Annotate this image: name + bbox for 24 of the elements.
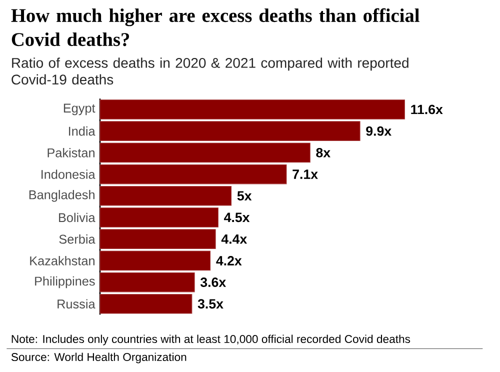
y-tick-label: Philippines [35,276,95,288]
text: Note: Includes only countries with at least 10,000 official recorded Covid deaths [12,334,410,346]
data-label: 3.5x [198,299,224,309]
chart-subtitle: Ratio of excess deaths in 2020 & 2021 compared with reported Covid-19 deaths [12,58,408,85]
data-label: 4.4x [221,234,248,244]
y-tick-label: Indonesia [42,170,96,179]
data-label: 4.5x [224,212,250,222]
source-note: Source: World Health Organization [11,352,186,364]
data-label: 5x [237,191,252,201]
y-tick-label: Bolivia [59,212,96,222]
y-tick-label: Russia [58,299,96,309]
data-label: 9.9x [366,126,392,136]
data-label: 3.6x [200,278,226,287]
data-label: 4.2x [216,256,242,266]
data-label: 8x [316,148,330,158]
data-label: 11.6x [411,104,443,114]
chart-title: How much higher are excess deaths than official Covid deaths? [11,8,420,46]
y-tick-label: Pakistan [48,148,94,158]
y-tick-label: Bangladesh [29,190,94,202]
y-tick-label: Serbia [59,234,96,244]
data-label: 7.1x [292,170,318,179]
y-tick-label: Kazakhstan [30,256,94,266]
y-tick-label: India [68,126,96,136]
y-tick-label: Egypt [64,104,96,116]
